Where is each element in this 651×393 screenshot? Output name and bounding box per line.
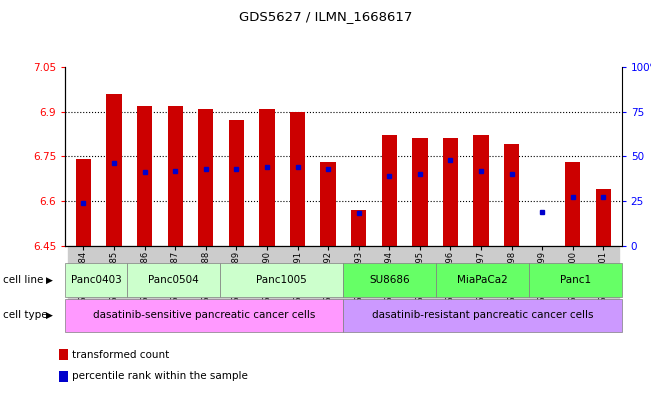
Bar <box>473 135 489 246</box>
Text: dasatinib-sensitive pancreatic cancer cells: dasatinib-sensitive pancreatic cancer ce… <box>93 310 316 320</box>
Bar <box>443 138 458 246</box>
Bar <box>351 210 367 246</box>
Bar <box>221 246 252 321</box>
Text: SU8686: SU8686 <box>370 275 410 285</box>
Text: Panc0403: Panc0403 <box>71 275 121 285</box>
Bar <box>65 263 127 297</box>
Bar <box>283 246 313 321</box>
Bar <box>198 108 214 246</box>
Bar <box>343 246 374 321</box>
Text: transformed count: transformed count <box>72 350 169 360</box>
Bar <box>504 144 519 246</box>
Bar <box>596 189 611 246</box>
Bar <box>259 108 275 246</box>
Text: Panc0504: Panc0504 <box>148 275 199 285</box>
Bar <box>191 246 221 321</box>
Bar <box>59 371 68 382</box>
Bar <box>127 263 219 297</box>
Bar <box>106 94 122 246</box>
Bar <box>160 246 191 321</box>
Bar <box>374 246 404 321</box>
Bar <box>404 246 435 321</box>
Bar <box>412 138 428 246</box>
Text: Panc1005: Panc1005 <box>256 275 307 285</box>
Text: cell type: cell type <box>3 310 48 320</box>
Bar <box>130 246 160 321</box>
Bar <box>565 162 581 246</box>
Text: ▶: ▶ <box>46 275 53 285</box>
Text: MiaPaCa2: MiaPaCa2 <box>457 275 508 285</box>
Text: dasatinib-resistant pancreatic cancer cells: dasatinib-resistant pancreatic cancer ce… <box>372 310 593 320</box>
Bar <box>313 246 343 321</box>
Bar <box>344 299 622 332</box>
Bar <box>290 112 305 246</box>
Bar <box>59 349 68 360</box>
Bar <box>229 120 244 246</box>
Bar <box>68 246 99 321</box>
Bar <box>320 162 336 246</box>
Text: percentile rank within the sample: percentile rank within the sample <box>72 371 248 382</box>
Bar <box>588 246 618 321</box>
Bar <box>465 246 496 321</box>
Text: GDS5627 / ILMN_1668617: GDS5627 / ILMN_1668617 <box>239 10 412 23</box>
Bar <box>65 299 344 332</box>
Bar <box>167 106 183 246</box>
Bar <box>381 135 397 246</box>
Bar <box>76 159 91 246</box>
Bar <box>527 246 557 321</box>
Bar <box>137 106 152 246</box>
Text: Panc1: Panc1 <box>560 275 591 285</box>
Bar <box>252 246 283 321</box>
Bar <box>435 246 465 321</box>
Text: ▶: ▶ <box>46 311 53 320</box>
Bar <box>529 263 622 297</box>
Bar <box>496 246 527 321</box>
Bar <box>344 263 436 297</box>
Bar <box>219 263 343 297</box>
Bar <box>436 263 529 297</box>
Text: cell line: cell line <box>3 275 43 285</box>
Bar <box>557 246 588 321</box>
Bar <box>99 246 130 321</box>
